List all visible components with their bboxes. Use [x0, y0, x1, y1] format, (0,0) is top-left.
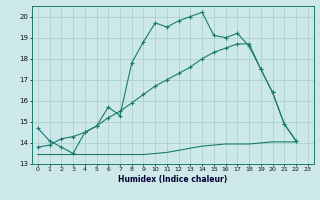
- X-axis label: Humidex (Indice chaleur): Humidex (Indice chaleur): [118, 175, 228, 184]
